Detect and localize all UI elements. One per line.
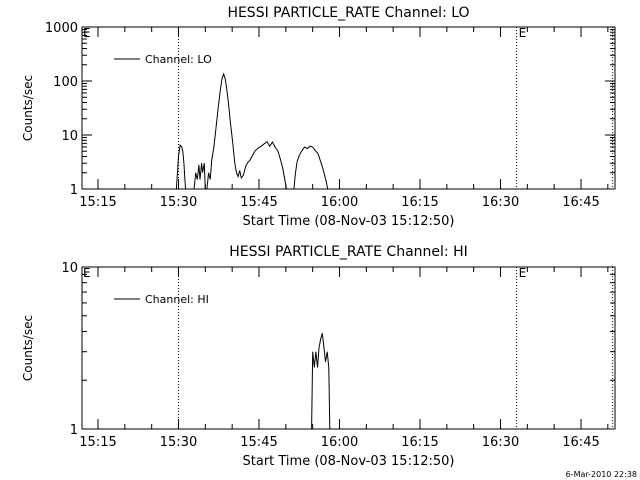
x-tick-label: 16:30: [482, 435, 519, 450]
x-tick-label: 16:45: [562, 435, 599, 450]
plot-frame: [81, 266, 616, 430]
corner-marker-label: E: [83, 266, 91, 280]
y-tick-label: 10: [61, 129, 78, 144]
x-tick-label: 15:30: [160, 435, 197, 450]
series-line: [175, 72, 329, 190]
x-axis-label: Start Time (08-Nov-03 15:12:50): [243, 214, 455, 229]
y-axis-label: Counts/sec: [21, 75, 35, 141]
y-tick-label: 10: [61, 261, 78, 276]
x-tick-label: 15:45: [240, 195, 277, 210]
x-tick-label: 16:00: [321, 435, 358, 450]
corner-marker-label: E: [83, 26, 91, 40]
x-tick-label: 15:15: [79, 435, 116, 450]
event-marker-label: E: [519, 266, 527, 280]
x-tick-label: 15:15: [79, 195, 116, 210]
legend-label: Channel: LO: [145, 53, 212, 66]
chart-title: HESSI PARTICLE_RATE Channel: LO: [227, 5, 469, 21]
event-marker-label: E: [519, 26, 527, 40]
x-tick-label: 15:45: [240, 435, 277, 450]
x-tick-label: 16:15: [401, 195, 438, 210]
chart-title: HESSI PARTICLE_RATE Channel: HI: [229, 244, 467, 260]
y-tick-label: 1000: [45, 21, 78, 36]
hi-channel-panel: HESSI PARTICLE_RATE Channel: HI Counts/se…: [21, 244, 616, 469]
x-tick-label: 16:15: [401, 435, 438, 450]
y-tick-label: 1: [70, 183, 78, 198]
x-tick-label: 16:45: [562, 195, 599, 210]
x-axis-label: Start Time (08-Nov-03 15:12:50): [243, 454, 455, 469]
x-tick-label: 16:30: [482, 195, 519, 210]
series-line: [311, 333, 331, 430]
y-tick-label: 1: [70, 423, 78, 438]
y-axis-label: Counts/sec: [21, 315, 35, 381]
plot-frame: [81, 26, 616, 190]
legend-label: Channel: HI: [145, 293, 209, 306]
y-tick-label: 100: [53, 75, 78, 90]
x-tick-label: 16:00: [321, 195, 358, 210]
x-tick-label: 15:30: [160, 195, 197, 210]
lo-channel-panel: HESSI PARTICLE_RATE Channel: LO Counts/se…: [21, 5, 616, 229]
footer-timestamp: 6-Mar-2010 22:38: [566, 470, 637, 479]
